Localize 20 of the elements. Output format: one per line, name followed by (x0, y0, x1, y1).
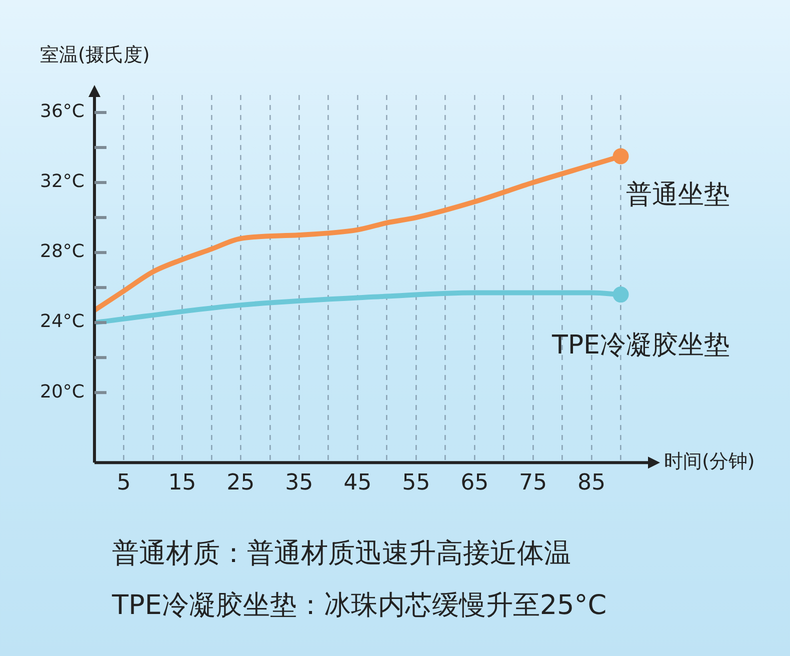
x-tick-label: 85 (578, 470, 606, 496)
series-label: TPE冷凝胶坐垫 (551, 330, 730, 360)
y-tick-label: 36°C (40, 101, 84, 122)
x-tick-label: 15 (168, 470, 196, 496)
x-tick-label: 35 (285, 470, 314, 496)
x-tick-label: 45 (344, 470, 372, 496)
text: TPE冷凝胶坐垫：冰珠内芯缓慢升至25°C (112, 589, 607, 623)
y-axis-title: 室温(摄氏度) (40, 44, 150, 66)
y-tick-label: 20°C (40, 381, 84, 402)
x-axis-title: 时间(分钟) (664, 450, 755, 473)
x-tick-label: 75 (519, 470, 548, 496)
y-tick-label: 28°C (40, 241, 84, 262)
x-tick-label: 55 (402, 470, 430, 496)
series-label: 普通坐垫 (626, 180, 730, 210)
x-tick-label: 65 (460, 470, 489, 496)
y-tick-label: 32°C (40, 171, 84, 192)
y-tick-label: 24°C (40, 311, 84, 332)
x-tick-label: 25 (226, 470, 255, 496)
text: 普通材质：普通材质迅速升高接近体温 (112, 537, 572, 571)
x-tick-label: 5 (116, 470, 131, 496)
